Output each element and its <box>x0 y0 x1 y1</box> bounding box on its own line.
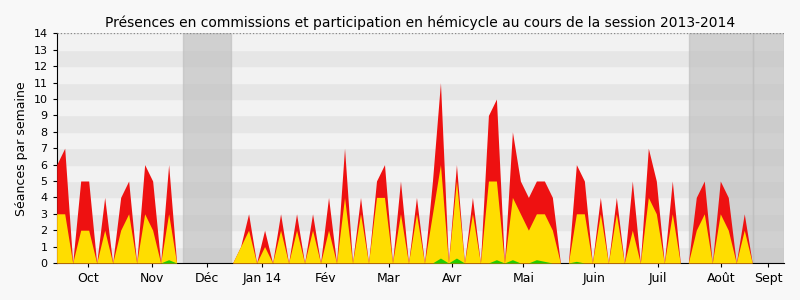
Bar <box>753 33 784 263</box>
Bar <box>57 33 784 50</box>
Bar <box>57 181 784 197</box>
Bar <box>690 33 753 263</box>
Bar <box>57 116 784 132</box>
Bar <box>57 99 784 116</box>
Bar <box>57 247 784 263</box>
Title: Présences en commissions et participation en hémicycle au cours de la session 20: Présences en commissions et participatio… <box>106 15 735 29</box>
Bar <box>57 82 784 99</box>
Bar <box>57 197 784 214</box>
Y-axis label: Séances par semaine: Séances par semaine <box>15 81 28 215</box>
Bar <box>183 33 230 263</box>
Bar <box>57 230 784 247</box>
Bar <box>57 17 784 33</box>
Bar <box>57 214 784 230</box>
Bar <box>57 132 784 148</box>
Bar <box>57 165 784 181</box>
Bar <box>57 148 784 165</box>
Bar <box>57 50 784 66</box>
Bar <box>57 66 784 82</box>
